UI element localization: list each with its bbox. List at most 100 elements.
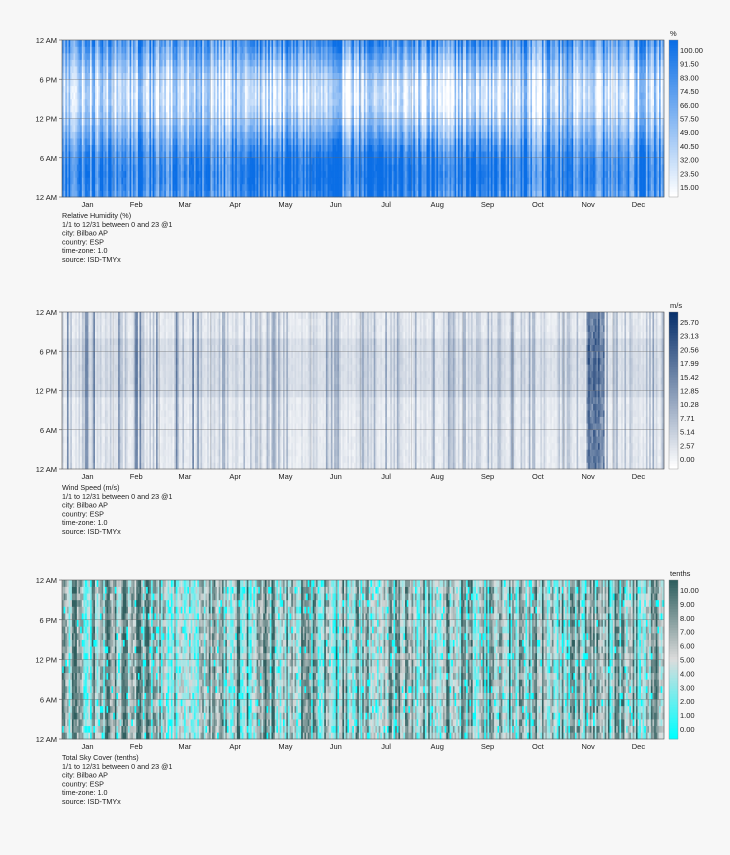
heatmap-cell <box>147 144 150 152</box>
heatmap-cell <box>167 138 170 145</box>
heatmap-cell <box>70 177 73 185</box>
heatmap-cell <box>240 138 243 145</box>
heatmap-cell <box>261 164 264 172</box>
heatmap-cell <box>165 138 168 145</box>
heatmap-cell <box>99 46 102 54</box>
heatmap-cell <box>83 125 86 132</box>
heatmap-cell <box>75 177 78 185</box>
heatmap-cell <box>254 183 257 191</box>
heatmap-cell <box>208 92 211 100</box>
heatmap-cell <box>159 92 162 100</box>
heatmap-cell <box>241 59 244 67</box>
heatmap-cell <box>156 138 158 145</box>
heatmap-cell <box>144 190 147 198</box>
heatmap-cell <box>75 46 78 54</box>
heatmap-cell <box>149 85 152 93</box>
heatmap-cell <box>230 59 233 67</box>
heatmap-cell <box>240 79 243 87</box>
heatmap-cell <box>235 125 238 132</box>
heatmap-cell <box>185 98 188 106</box>
heatmap-cell <box>139 85 142 93</box>
heatmap-cell <box>137 131 140 139</box>
heatmap-cell <box>240 85 243 93</box>
heatmap-cell <box>258 131 261 139</box>
heatmap-cell <box>261 131 264 139</box>
heatmap-cell <box>119 111 122 119</box>
heatmap-cell <box>151 177 154 185</box>
heatmap-cell <box>243 177 246 185</box>
heatmap-cell <box>207 170 210 178</box>
heatmap-cell <box>83 72 86 80</box>
heatmap-cell <box>259 59 262 67</box>
heatmap-cell <box>245 79 248 87</box>
heatmap-cell <box>131 59 134 67</box>
heatmap-cell <box>124 164 127 172</box>
heatmap-cell <box>66 131 69 139</box>
heatmap-cell <box>218 40 221 47</box>
heatmap-cell <box>259 131 262 139</box>
heatmap-cell <box>157 98 160 106</box>
heatmap-cell <box>192 53 195 60</box>
heatmap-cell <box>65 40 68 47</box>
heatmap-cell <box>123 59 125 67</box>
heatmap-cell <box>134 131 137 139</box>
heatmap-cell <box>106 53 109 60</box>
heatmap-cell <box>129 40 132 47</box>
heatmap-cell <box>126 190 129 198</box>
heatmap-cell <box>213 144 216 152</box>
heatmap-cell <box>250 66 252 74</box>
heatmap-cell <box>118 183 121 191</box>
heatmap-cell <box>62 190 64 198</box>
heatmap-cell <box>65 125 68 132</box>
heatmap-cell <box>91 138 94 145</box>
heatmap-cell <box>233 164 236 172</box>
heatmap-cell <box>131 72 134 80</box>
heatmap-cell <box>177 53 180 60</box>
heatmap-cell <box>258 138 261 145</box>
heatmap-cell <box>103 111 106 119</box>
heatmap-cell <box>104 138 107 145</box>
heatmap-cell <box>149 151 152 159</box>
heatmap-cell <box>213 72 216 80</box>
heatmap-cell <box>141 190 144 198</box>
heatmap-cell <box>159 164 162 172</box>
heatmap-cell <box>190 111 193 119</box>
heatmap-cell <box>151 118 154 126</box>
heatmap-cell <box>208 177 211 185</box>
heatmap-cell <box>177 105 180 113</box>
heatmap-cell <box>96 118 99 126</box>
heatmap-cell <box>123 177 125 185</box>
heatmap-cell <box>114 183 117 191</box>
heatmap-cell <box>139 53 142 60</box>
heatmap-cell <box>96 151 99 159</box>
heatmap-cell <box>118 40 121 47</box>
heatmap-cell <box>169 177 172 185</box>
heatmap-cell <box>220 190 223 198</box>
heatmap-cell <box>169 40 172 47</box>
heatmap-cell <box>248 131 251 139</box>
heatmap-cell <box>144 53 147 60</box>
heatmap-cell <box>197 92 200 100</box>
heatmap-cell <box>154 170 157 178</box>
heatmap-cell <box>66 183 69 191</box>
heatmap-cell <box>121 144 124 152</box>
heatmap-cell <box>198 46 201 54</box>
heatmap-cell <box>111 177 114 185</box>
heatmap-cell <box>109 151 112 159</box>
heatmap-cell <box>208 118 211 126</box>
heatmap-cell <box>151 72 154 80</box>
heatmap-cell <box>169 170 172 178</box>
heatmap-cell <box>226 164 229 172</box>
heatmap-cell <box>62 164 64 172</box>
heatmap-cell <box>70 40 73 47</box>
heatmap-cell <box>80 170 83 178</box>
heatmap-cell <box>162 98 165 106</box>
heatmap-cell <box>210 157 213 165</box>
heatmap-cell <box>233 53 236 60</box>
heatmap-cell <box>142 183 145 191</box>
heatmap-cell <box>221 59 224 67</box>
heatmap-cell <box>81 85 84 93</box>
heatmap-cell <box>160 105 163 113</box>
heatmap-cell <box>193 79 196 87</box>
